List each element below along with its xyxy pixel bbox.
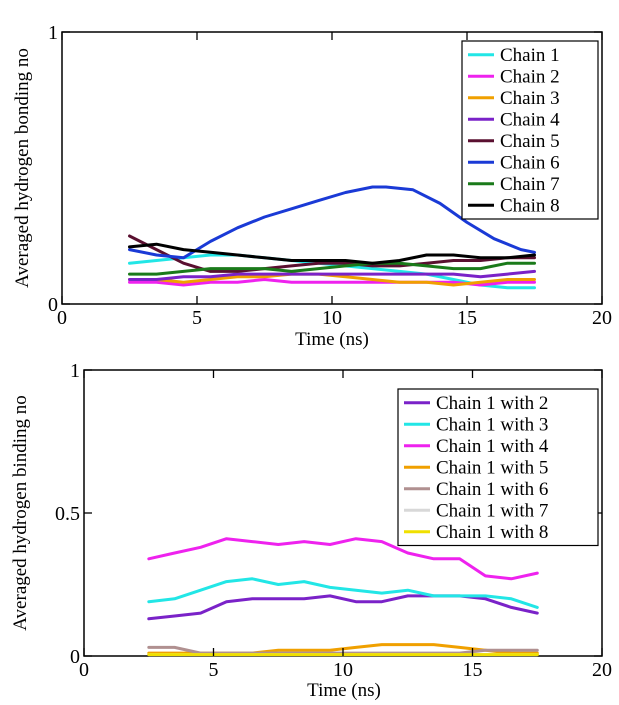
legend-label: Chain 1 with 2 <box>436 393 548 414</box>
x-tick-label: 5 <box>192 307 202 329</box>
tick-layer: 0 5 10 15 20 0 0.5 1 <box>55 360 612 681</box>
y-axis-label: Averaged hydrogen binding no <box>10 395 31 631</box>
tick-layer: 0 5 10 15 20 0 1 <box>48 22 612 329</box>
legend-label: Chain 1 with 8 <box>436 522 548 543</box>
legend-box <box>461 40 599 220</box>
y-tick-label: 1 <box>48 22 58 44</box>
legend-label: Chain 4 <box>500 109 560 130</box>
y-tick-label: 0.5 <box>55 503 80 525</box>
series-line <box>128 261 536 276</box>
x-tick-label: 15 <box>457 307 477 329</box>
x-tick-label: 10 <box>322 307 342 329</box>
series-line <box>128 185 536 260</box>
legend-label: Chain 1 with 3 <box>436 414 548 435</box>
series-line <box>128 234 536 273</box>
legend-label: Chain 2 <box>500 66 560 87</box>
series-line <box>147 594 539 621</box>
series-line <box>147 577 539 609</box>
x-tick-label: 10 <box>333 659 353 681</box>
legend-label: Chain 1 with 5 <box>436 457 548 478</box>
x-tick-label: 20 <box>592 659 612 681</box>
legend-label: Chain 5 <box>500 131 560 152</box>
series-line <box>147 537 539 581</box>
legend-label: Chain 8 <box>500 195 560 216</box>
x-tick-label: 15 <box>463 659 483 681</box>
x-tick-label: 0 <box>57 307 67 329</box>
y-tick-label: 1 <box>70 360 80 382</box>
y-tick-label: 0 <box>70 646 80 668</box>
y-tick-label: 0 <box>48 294 58 316</box>
legend-label: Chain 3 <box>500 88 560 109</box>
chart-bottom: 0 5 10 15 20 0 0.5 1 Averaged hydrogen binding … <box>10 360 612 701</box>
x-tick-label: 20 <box>592 307 612 329</box>
y-axis-label: Averaged hydrogen bonding no <box>12 48 33 288</box>
legend-label: Chain 6 <box>500 152 560 173</box>
x-tick-label: 5 <box>209 659 219 681</box>
legend-label: Chain 1 with 4 <box>436 436 549 457</box>
x-axis-label: Time (ns) <box>295 329 369 350</box>
x-tick-label: 0 <box>79 659 89 681</box>
legend-label: Chain 1 with 6 <box>436 479 548 500</box>
series-line <box>128 269 536 281</box>
legend-label: Chain 1 with 7 <box>436 500 548 521</box>
series-line <box>128 242 536 265</box>
legend-label: Chain 1 <box>500 45 560 66</box>
legend-label: Chain 7 <box>500 174 560 195</box>
legend-box <box>397 388 599 547</box>
x-axis-label: Time (ns) <box>307 680 381 701</box>
series-layer <box>128 185 536 290</box>
series-layer <box>147 537 539 657</box>
